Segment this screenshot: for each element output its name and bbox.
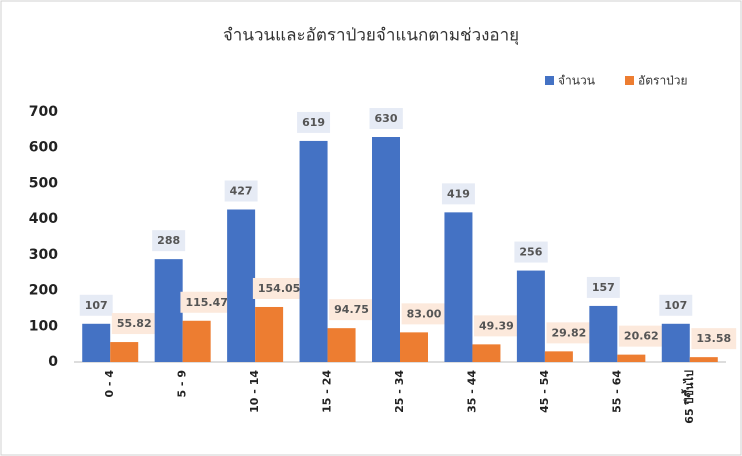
x-tick-label: 25 - 34 (393, 370, 406, 413)
x-tick-label: 5 - 9 (176, 370, 189, 398)
legend-swatch (625, 76, 634, 85)
bar (617, 354, 646, 362)
bar (372, 137, 400, 362)
data-label-box (586, 276, 620, 298)
chart-title: จำนวนและอัตราป่วยจำแนกตามช่วงอายุ (223, 26, 519, 46)
data-label-box (401, 303, 447, 325)
bar (255, 306, 284, 362)
x-tick-label: 55 - 64 (610, 370, 623, 413)
bar (110, 342, 139, 362)
data-label-box (546, 322, 592, 344)
bar (689, 357, 718, 362)
x-tick-label: 35 - 44 (465, 370, 478, 413)
bar (400, 332, 428, 362)
data-label-box (180, 291, 233, 313)
data-label-box (79, 294, 113, 316)
data-label-box (474, 315, 519, 337)
data-label-box (297, 111, 331, 133)
data-label: 427 (230, 185, 253, 198)
data-label: 107 (85, 299, 108, 312)
x-tick-label: 45 - 54 (538, 370, 551, 413)
data-label: 619 (302, 116, 325, 129)
data-label-box (369, 108, 403, 129)
bar (299, 140, 328, 362)
data-label: 55.82 (117, 317, 152, 330)
y-tick-label: 500 (29, 175, 58, 191)
data-label-box (152, 230, 186, 252)
bar (182, 320, 211, 362)
bar (444, 212, 473, 362)
data-label: 20.62 (624, 330, 659, 343)
data-label: 630 (375, 112, 398, 125)
legend-label: จำนวน (558, 74, 595, 88)
y-tick-label: 200 (29, 283, 58, 299)
data-label: 288 (157, 234, 180, 247)
bar (544, 351, 573, 362)
y-tick-label: 0 (48, 354, 58, 370)
bar (516, 270, 545, 362)
bar (154, 259, 183, 362)
x-tick-label: 15 - 24 (321, 370, 334, 413)
bar (472, 344, 501, 362)
data-label-box (224, 180, 258, 202)
y-tick-label: 100 (29, 318, 58, 334)
bar (661, 323, 690, 362)
legend-swatch (545, 76, 554, 85)
data-label-box (514, 241, 548, 263)
data-label: 256 (519, 246, 542, 259)
data-label: 83.00 (407, 307, 442, 320)
data-label: 154.05 (258, 282, 300, 295)
bar (589, 305, 618, 362)
bar (327, 328, 356, 362)
legend-label: อัตราป่วย (638, 74, 688, 88)
x-tick-label: 65 ปีขึ้นไป (681, 370, 696, 424)
y-tick-label: 600 (29, 140, 58, 156)
data-label-box (691, 328, 737, 350)
y-tick-label: 700 (29, 104, 58, 120)
data-label-box (441, 183, 475, 205)
data-label-box (252, 277, 306, 299)
data-label-box (329, 299, 374, 321)
y-tick-label: 300 (29, 247, 58, 263)
data-label: 49.39 (479, 319, 514, 332)
y-tick-label: 400 (29, 211, 58, 227)
data-label: 29.82 (551, 326, 586, 339)
data-label-box (618, 325, 664, 347)
data-label: 107 (664, 299, 687, 312)
data-label-box (659, 294, 693, 316)
data-label: 94.75 (334, 303, 369, 316)
data-label: 157 (592, 281, 615, 294)
data-label: 419 (447, 187, 470, 200)
x-tick-label: 0 - 4 (103, 370, 116, 398)
data-label: 13.58 (696, 332, 731, 345)
data-label: 115.47 (185, 296, 227, 309)
bar (227, 209, 256, 362)
bar (82, 323, 111, 362)
data-label-box (111, 313, 157, 335)
x-tick-label: 10 - 14 (248, 370, 261, 413)
